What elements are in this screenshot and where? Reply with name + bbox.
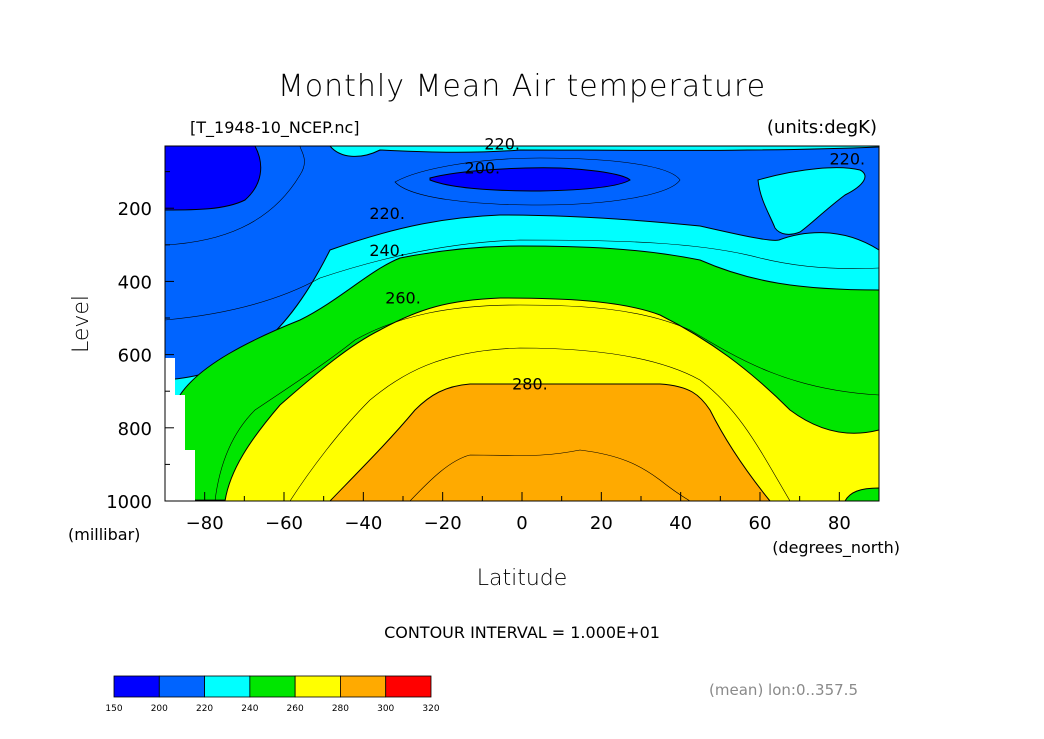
missing-data — [165, 358, 195, 501]
colorbar-label: 220 — [196, 704, 213, 714]
colorbar-label: 280 — [332, 704, 349, 714]
footnote: (mean) lon:0..357.5 — [709, 681, 858, 699]
x-tick-label: 80 — [828, 513, 851, 534]
y-tick-label: 200 — [118, 199, 152, 220]
x-tick-label: 20 — [590, 513, 613, 534]
colorbar: 150 200 220 240 260 280 300 320 — [105, 675, 440, 714]
colorbar-label: 260 — [287, 704, 304, 714]
colorbar-label: 150 — [105, 704, 122, 714]
colorbar-swatch — [385, 675, 432, 698]
x-axis-units: (degrees_north) — [772, 538, 900, 558]
colorbar-swatch — [113, 675, 160, 698]
thin-contours — [165, 146, 879, 501]
colorbar-label: 320 — [422, 704, 439, 714]
y-tick-label: 600 — [118, 346, 152, 367]
y-tick-label: 1000 — [106, 492, 152, 513]
colorbar-swatch — [294, 675, 341, 698]
colorbar-label: 200 — [151, 704, 168, 714]
units-label: (units:degK) — [767, 117, 877, 138]
y-tick-label: 400 — [118, 272, 152, 293]
contour-label: 260. — [385, 288, 421, 307]
contour-label: 220. — [484, 135, 520, 154]
x-axis-label: Latitude — [477, 566, 568, 591]
x-tick-label: 40 — [669, 513, 692, 534]
x-axis: −80 −60 −40 −20 0 20 40 60 80 — [164, 492, 880, 534]
contour-label: 280. — [512, 374, 548, 393]
x-tick-label: −60 — [265, 513, 303, 534]
fill-220-240-island — [757, 167, 866, 235]
y-tick-label: 800 — [118, 419, 152, 440]
contour-label: 200. — [465, 158, 501, 177]
colorbar-swatch — [158, 675, 205, 698]
plot-area — [165, 146, 879, 501]
contour-label: 220. — [829, 149, 865, 168]
x-tick-label: −20 — [424, 513, 462, 534]
dataset-label: [T_1948-10_NCEP.nc] — [190, 118, 360, 138]
y-axis-label: Level — [69, 295, 94, 353]
x-tick-label: 0 — [516, 513, 527, 534]
colorbar-label: 300 — [377, 704, 394, 714]
colorbar-swatch — [249, 675, 296, 698]
colorbar-swatch — [204, 675, 251, 698]
y-axis: 200 400 600 800 1000 — [106, 171, 174, 513]
contour-label: 240. — [369, 241, 405, 260]
fill-240-260-corner — [844, 487, 879, 501]
fill-220-240-top — [329, 146, 879, 157]
contour-interval: CONTOUR INTERVAL = 1.000E+01 — [384, 623, 660, 642]
fill-below-200-center — [429, 167, 631, 192]
fill-below-200-left — [165, 146, 262, 211]
y-axis-units: (millibar) — [68, 525, 140, 544]
x-tick-label: 60 — [749, 513, 772, 534]
colorbar-label: 240 — [241, 704, 258, 714]
colorbar-swatch — [340, 675, 387, 698]
chart-title: Monthly Mean Air temperature — [278, 69, 766, 104]
x-tick-label: −80 — [186, 513, 224, 534]
contour-labels: 220. 200. 220. 220. 240. 260. 280. — [369, 135, 865, 394]
x-tick-label: −40 — [344, 513, 382, 534]
contour-label: 220. — [369, 204, 405, 223]
